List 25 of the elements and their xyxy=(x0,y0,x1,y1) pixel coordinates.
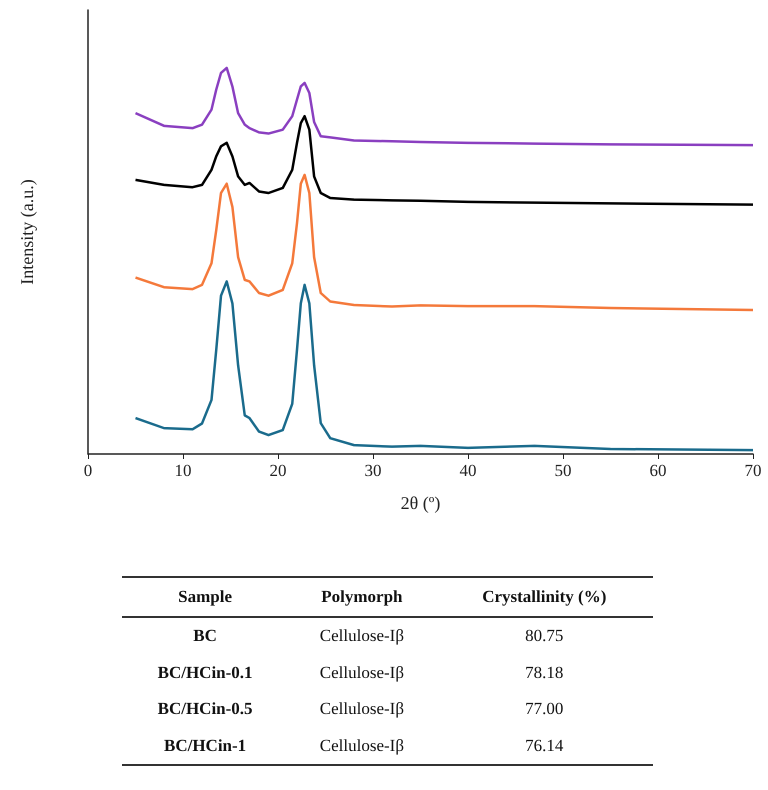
x-tick-label: 20 xyxy=(270,461,286,480)
text: 78.18 xyxy=(524,662,564,684)
text: Cellulose-Iβ xyxy=(318,698,405,720)
x-tick-label: 60 xyxy=(650,461,666,480)
x-tick-label: 30 xyxy=(364,461,382,480)
text: BC/HCin-1 xyxy=(163,734,248,757)
x-tick-label: 10 xyxy=(174,461,192,480)
text: Polymorph xyxy=(288,577,436,617)
text: Crystallinity (%) xyxy=(436,577,653,617)
x-tick-label: 50 xyxy=(554,461,572,480)
text: BC/HCin-0.5 xyxy=(156,698,254,720)
text: 80.75 xyxy=(524,625,564,648)
x-axis-title: 2θ (º) xyxy=(400,493,440,513)
text: 77.00 xyxy=(524,698,564,720)
text: Cellulose-Iβ xyxy=(318,734,405,757)
x-tick-label: 0 xyxy=(84,461,92,480)
text: 76.14 xyxy=(524,734,564,757)
text: Sample xyxy=(122,577,288,617)
text: Cellulose-Iβ xyxy=(318,662,405,684)
x-tick-label: 40 xyxy=(460,461,476,480)
text: Cellulose-Iβ xyxy=(318,625,405,648)
text: BC xyxy=(192,625,218,648)
y-axis-title: Intensity (a.u.) xyxy=(17,179,37,285)
x-tick-label: 70 xyxy=(744,461,762,480)
text: BC/HCin-0.1 xyxy=(156,662,254,684)
